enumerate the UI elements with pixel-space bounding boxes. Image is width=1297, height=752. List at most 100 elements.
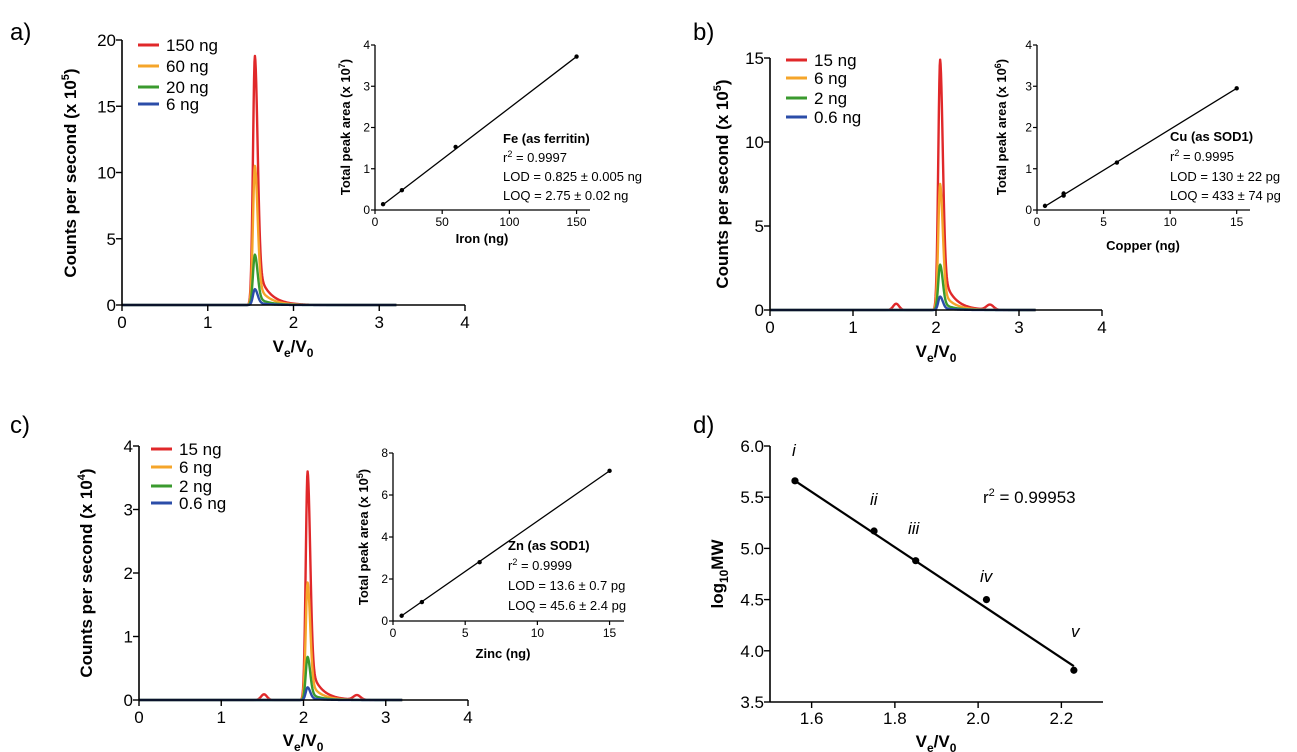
y-tick-label: 15 (97, 97, 116, 116)
x-tick-label: 2 (299, 708, 308, 727)
ticks-c (133, 445, 469, 706)
legend-label: 20 ng (166, 78, 209, 97)
x-tick-label: 1.8 (883, 709, 907, 728)
x-tick-label: 1 (217, 708, 226, 727)
legend-label: 60 ng (166, 57, 209, 76)
annotation-lod-b: LOD = 130 ± 22 pg (1170, 169, 1280, 184)
panel-label-b: b) (693, 19, 714, 46)
chromatogram-series-a (121, 54, 398, 307)
inset-x-tick-label: 100 (499, 215, 519, 229)
x-tick-label: 0 (117, 313, 126, 332)
inset-data-point (1042, 203, 1048, 209)
inset-y-tick-label: 8 (381, 446, 388, 460)
y-tick-label: 5.0 (740, 539, 764, 558)
inset-b: 0 5 10 15 0 1 2 3 4 Copper (ng) Total pe… (993, 38, 1281, 253)
inset-fit-line (382, 56, 577, 206)
panel-label-c: c) (10, 412, 30, 439)
inset-x-tick-label: 150 (567, 215, 587, 229)
y-tick-label: 2 (124, 564, 133, 583)
inset-y-tick-label: 1 (1025, 162, 1032, 176)
data-point-iv (982, 596, 991, 604)
legend-label: 15 ng (814, 51, 857, 70)
legend-c: 15 ng 6 ng 2 ng 0.6 ng (151, 440, 226, 513)
annotation-r2-c: r2 = 0.9999 (508, 557, 572, 573)
panel-b: b) 0 1 2 3 4 0 5 10 15 Ve/V0 Counts per … (693, 19, 1281, 365)
y-tick-label: 20 (97, 31, 116, 50)
annotation-loq-a: LOQ = 2.75 ± 0.02 ng (503, 188, 628, 203)
x-tick-label: 4 (463, 708, 472, 727)
annotation-r2-b: r2 = 0.9995 (1170, 148, 1234, 164)
y-tick-label: 1 (124, 628, 133, 647)
annotation-title-b: Cu (as SOD1) (1170, 129, 1253, 144)
y-tick-label: 0 (755, 301, 764, 320)
inset-marks-b (1042, 86, 1239, 209)
inset-data-point (380, 202, 386, 207)
y-tick-label: 10 (745, 133, 764, 152)
y-tick-label: 5 (755, 217, 764, 236)
x-tick-label: 2.2 (1050, 709, 1074, 728)
inset-x-axis-title-b: Copper (ng) (1106, 238, 1180, 253)
inset-x-axis-title-a: Iron (ng) (456, 231, 509, 246)
y-tick-label: 0 (107, 296, 116, 315)
inset-y-axis-title-c: Total peak area (x 105) (355, 469, 371, 605)
y-tick-label: 5 (107, 230, 116, 249)
y-axis-title-d: log10MW (708, 539, 731, 609)
inset-x-tick-label: 0 (1034, 215, 1041, 229)
inset-y-tick-label: 0 (363, 203, 370, 217)
x-axis-title-c: Ve/V0 (283, 731, 324, 752)
inset-data-point (574, 54, 579, 59)
legend-label: 6 ng (814, 69, 847, 88)
data-point-iii (912, 557, 920, 565)
x-axis-title-a: Ve/V0 (273, 337, 314, 360)
annotation-lod-c: LOD = 13.6 ± 0.7 pg (508, 578, 625, 593)
inset-ticks-c (389, 452, 611, 625)
inset-x-tick-label: 50 (436, 215, 450, 229)
inset-y-tick-label: 1 (363, 162, 370, 176)
series-line-6-ng (769, 182, 1037, 312)
inset-marks-a (380, 54, 579, 207)
inset-data-point (1061, 191, 1066, 196)
legend-label: 6 ng (179, 458, 212, 477)
inset-y-tick-label: 3 (1025, 79, 1032, 93)
legend-label: 150 ng (166, 36, 218, 55)
x-tick-label: 2 (931, 318, 940, 337)
y-tick-label: 5.5 (740, 488, 764, 507)
inset-x-tick-label: 15 (1230, 215, 1244, 229)
inset-ticks-a (371, 44, 578, 214)
inset-x-tick-label: 10 (1163, 215, 1177, 229)
point-label: iii (908, 519, 921, 538)
y-tick-label: 4.0 (740, 642, 764, 661)
inset-data-point (399, 188, 405, 193)
legend-label: 0.6 ng (814, 108, 861, 127)
legend-label: 6 ng (166, 95, 199, 114)
inset-x-tick-label: 15 (603, 626, 617, 640)
x-tick-label: 1 (848, 318, 857, 337)
ticks-b (764, 57, 1103, 316)
y-tick-label: 3 (124, 501, 133, 520)
inset-y-tick-label: 0 (381, 614, 388, 628)
point-label: ii (870, 490, 879, 509)
data-point-v (1070, 666, 1078, 674)
y-tick-label: 10 (97, 164, 116, 183)
x-tick-label: 4 (1097, 318, 1106, 337)
inset-x-tick-label: 0 (390, 626, 397, 640)
x-tick-label: 0 (134, 708, 143, 727)
annotation-loq-b: LOQ = 433 ± 74 pg (1170, 188, 1281, 203)
fit-line (794, 479, 1075, 668)
y-axis-title-a: Counts per second (x 105) (60, 68, 80, 277)
annotation-title-c: Zn (as SOD1) (508, 538, 590, 553)
legend-label: 15 ng (179, 440, 222, 459)
inset-y-axis-title-a: Total peak area (x 107) (337, 59, 353, 195)
y-tick-label: 4 (124, 437, 133, 456)
y-tick-label: 3.5 (740, 693, 764, 712)
point-label: i (792, 441, 797, 460)
marks-d (791, 477, 1078, 674)
inset-data-point (1234, 86, 1239, 91)
inset-fit-line (1044, 87, 1238, 207)
inset-a: 0 50 100 150 0 1 2 3 4 Iron (ng) Total p… (337, 38, 642, 246)
inset-data-point (1114, 160, 1120, 165)
inset-y-tick-label: 2 (381, 572, 388, 586)
inset-data-point (477, 560, 482, 565)
inset-fit-line (401, 470, 610, 617)
x-tick-label: 0 (765, 318, 774, 337)
